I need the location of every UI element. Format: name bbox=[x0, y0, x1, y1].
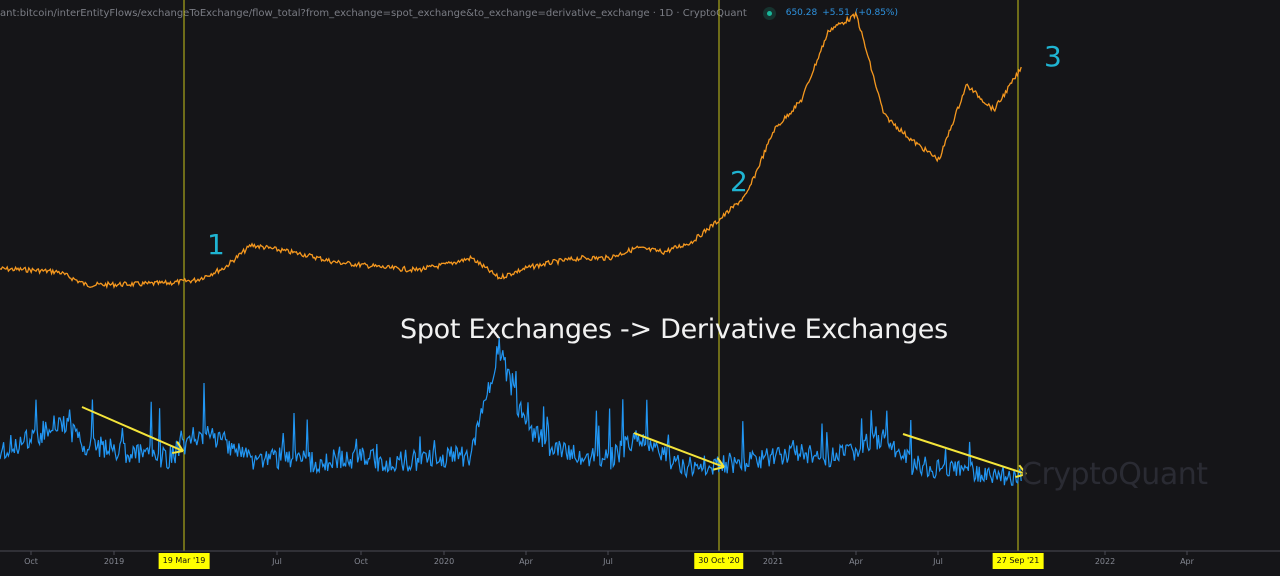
trend-arrows bbox=[81, 406, 1027, 479]
last-value: 650.28 bbox=[785, 8, 818, 18]
cryptoquant-watermark: CryptoQuant bbox=[1021, 457, 1208, 492]
x-axis-tick-label: Apr bbox=[519, 557, 533, 566]
series-source: ant:bitcoin/interEntityFlows/exchangeToE… bbox=[0, 7, 747, 19]
change-percent: (+0.85%) bbox=[854, 8, 898, 18]
date-marker-tag: 30 Oct '20 bbox=[694, 553, 744, 569]
annotation-marker-1: 1 bbox=[207, 228, 225, 261]
chart-title-annotation: Spot Exchanges -> Derivative Exchanges bbox=[400, 314, 948, 345]
annotation-marker-2: 2 bbox=[730, 165, 748, 198]
x-axis-tick-label: 2019 bbox=[103, 557, 125, 566]
x-axis-tick-label: Jul bbox=[272, 557, 282, 566]
x-axis-tick-label: 2020 bbox=[433, 557, 455, 566]
x-axis-tick-label: Jul bbox=[603, 557, 613, 566]
flow-line bbox=[0, 337, 1022, 486]
vertical-marker-lines bbox=[183, 0, 1019, 551]
x-axis-tick-label: Jul bbox=[933, 557, 943, 566]
change-value: +5.51 bbox=[822, 8, 850, 18]
date-marker-tag: 19 Mar '19 bbox=[158, 553, 210, 569]
price-line bbox=[0, 11, 1022, 290]
x-axis-tick-label: Apr bbox=[1180, 557, 1194, 566]
x-axis-ticks bbox=[30, 551, 1188, 555]
live-status-icon bbox=[762, 6, 776, 20]
x-axis-tick-label: Apr bbox=[849, 557, 863, 566]
trend-arrow bbox=[633, 432, 725, 471]
x-axis-tick-label: 2022 bbox=[1094, 557, 1116, 566]
annotation-marker-3: 3 bbox=[1044, 40, 1062, 73]
chart-header: ant:bitcoin/interEntityFlows/exchangeToE… bbox=[0, 6, 903, 20]
trend-arrow bbox=[81, 406, 184, 455]
trend-arrow bbox=[902, 433, 1027, 479]
x-axis-tick-label: Oct bbox=[354, 557, 368, 566]
x-axis-tick-label: Oct bbox=[24, 557, 38, 566]
x-axis-tick-label: 2021 bbox=[762, 557, 784, 566]
date-marker-tag: 27 Sep '21 bbox=[992, 553, 1044, 569]
